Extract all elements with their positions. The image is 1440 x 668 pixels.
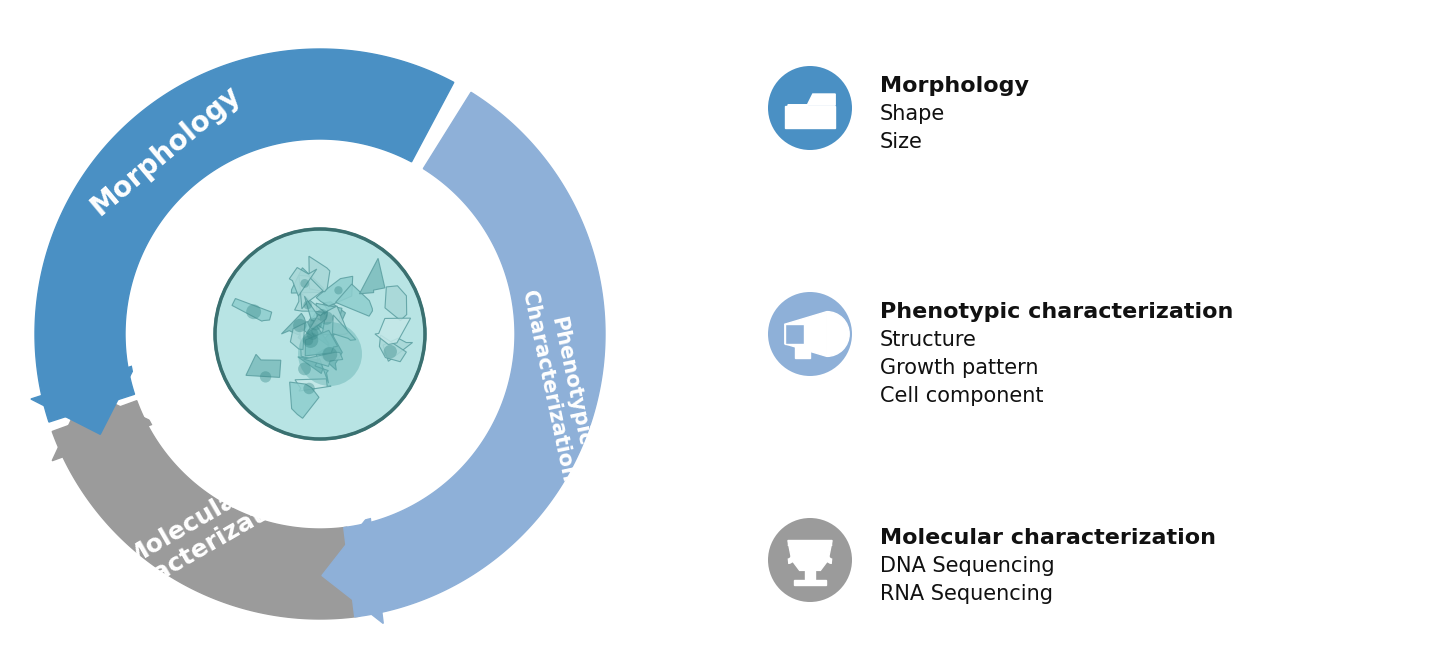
Circle shape	[304, 301, 312, 309]
Polygon shape	[52, 390, 156, 461]
Circle shape	[768, 66, 852, 150]
Polygon shape	[35, 49, 454, 422]
Text: Shape: Shape	[880, 104, 945, 124]
Polygon shape	[52, 401, 360, 619]
Circle shape	[307, 328, 318, 340]
Polygon shape	[311, 331, 343, 370]
Polygon shape	[30, 365, 135, 434]
Polygon shape	[291, 268, 324, 293]
Polygon shape	[295, 291, 325, 313]
Polygon shape	[785, 106, 835, 128]
Circle shape	[298, 363, 311, 375]
Polygon shape	[291, 323, 305, 349]
Polygon shape	[788, 540, 832, 570]
Polygon shape	[298, 357, 323, 373]
Circle shape	[320, 311, 333, 325]
Circle shape	[259, 371, 271, 383]
Circle shape	[768, 292, 852, 376]
Polygon shape	[384, 286, 406, 321]
Polygon shape	[232, 299, 272, 321]
Polygon shape	[301, 321, 315, 339]
Polygon shape	[374, 318, 410, 345]
Text: Cell component: Cell component	[880, 385, 1044, 405]
Polygon shape	[785, 324, 805, 344]
Circle shape	[294, 319, 307, 332]
Circle shape	[310, 318, 323, 331]
Polygon shape	[323, 514, 383, 623]
Circle shape	[302, 332, 318, 348]
Text: Growth pattern: Growth pattern	[880, 357, 1038, 377]
Circle shape	[323, 347, 337, 362]
Wedge shape	[827, 311, 850, 357]
Polygon shape	[304, 296, 321, 321]
Polygon shape	[320, 306, 348, 335]
Text: RNA Sequencing: RNA Sequencing	[880, 584, 1053, 604]
Polygon shape	[785, 311, 827, 357]
Circle shape	[304, 335, 314, 345]
Polygon shape	[300, 275, 323, 309]
Circle shape	[301, 279, 310, 288]
Polygon shape	[344, 92, 605, 617]
Circle shape	[215, 229, 425, 439]
Circle shape	[304, 383, 315, 394]
Circle shape	[768, 518, 852, 602]
Polygon shape	[805, 570, 815, 580]
Polygon shape	[305, 331, 337, 356]
Polygon shape	[281, 313, 308, 335]
Polygon shape	[295, 379, 331, 391]
Polygon shape	[336, 284, 373, 316]
Polygon shape	[315, 358, 328, 383]
Polygon shape	[298, 317, 328, 355]
Polygon shape	[788, 94, 835, 105]
Polygon shape	[317, 277, 353, 306]
Polygon shape	[246, 354, 281, 377]
Polygon shape	[795, 580, 825, 584]
Polygon shape	[333, 315, 356, 340]
Polygon shape	[360, 259, 384, 294]
Text: Molecular
Characterization: Molecular Characterization	[78, 456, 308, 619]
Circle shape	[130, 144, 510, 524]
Circle shape	[317, 309, 328, 321]
Polygon shape	[383, 338, 412, 361]
Polygon shape	[311, 303, 341, 335]
Text: Morphology: Morphology	[880, 75, 1030, 96]
Polygon shape	[310, 257, 330, 292]
Text: Phenotypic
Characterization: Phenotypic Characterization	[518, 284, 600, 484]
Text: Structure: Structure	[880, 329, 976, 349]
Circle shape	[334, 286, 343, 295]
Polygon shape	[289, 382, 320, 418]
Circle shape	[383, 345, 397, 358]
Text: Molecular characterization: Molecular characterization	[880, 528, 1215, 548]
Circle shape	[246, 305, 261, 319]
Polygon shape	[379, 335, 406, 362]
Polygon shape	[795, 344, 809, 358]
Text: Morphology: Morphology	[85, 79, 246, 220]
Polygon shape	[323, 302, 346, 327]
Polygon shape	[307, 311, 328, 334]
Text: Phenotypic characterization: Phenotypic characterization	[880, 301, 1234, 321]
Polygon shape	[304, 352, 343, 367]
Text: Size: Size	[880, 132, 923, 152]
Polygon shape	[300, 329, 330, 361]
Text: DNA Sequencing: DNA Sequencing	[880, 556, 1054, 576]
Polygon shape	[302, 323, 314, 355]
Polygon shape	[289, 267, 317, 296]
Circle shape	[298, 322, 361, 386]
